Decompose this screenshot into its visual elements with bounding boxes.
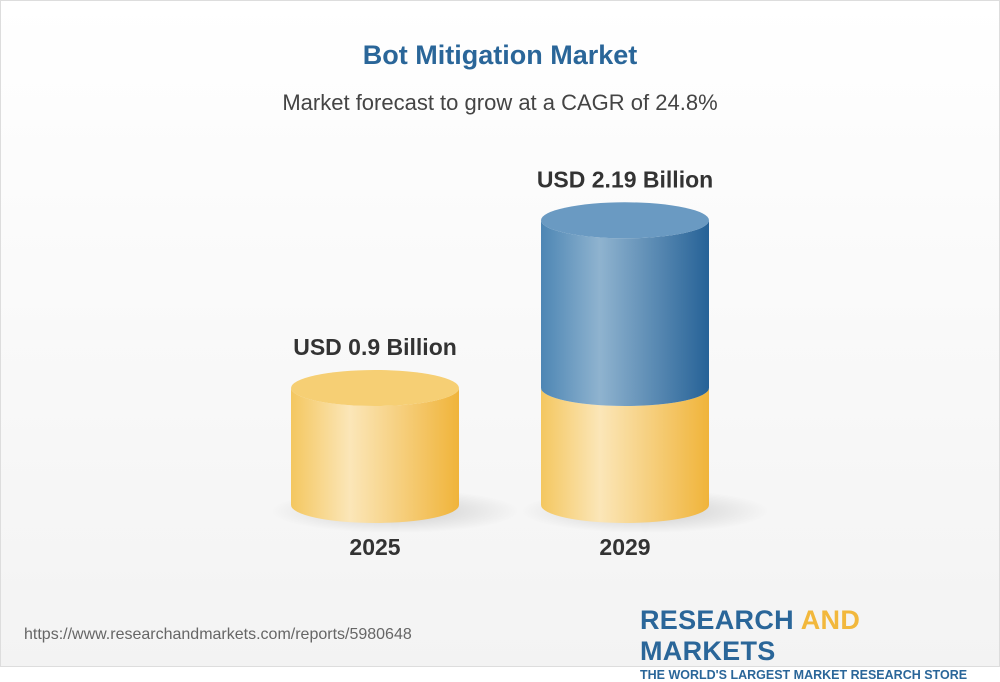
bar-top [291, 370, 459, 406]
chart-area: USD 0.9 Billion 2025 USD 2.19 Billion 2029 [271, 166, 769, 560]
chart-subtitle: Market forecast to grow at a CAGR of 24.… [282, 90, 718, 115]
research-and-markets-logo: RESEARCH AND MARKETS THE WORLD'S LARGEST… [640, 605, 968, 682]
bar-2025-base [291, 388, 459, 523]
chart-title: Bot Mitigation Market [362, 40, 638, 70]
bar-top [541, 202, 709, 239]
data-label: USD 2.19 Billion [537, 166, 713, 192]
category-label: 2025 [349, 534, 400, 560]
data-label: USD 0.9 Billion [293, 334, 457, 360]
bar-2029-growth [541, 220, 709, 406]
source-url[interactable]: https://www.researchandmarkets.com/repor… [24, 626, 412, 643]
bar-2029-base [541, 388, 709, 523]
category-label: 2029 [599, 534, 650, 560]
